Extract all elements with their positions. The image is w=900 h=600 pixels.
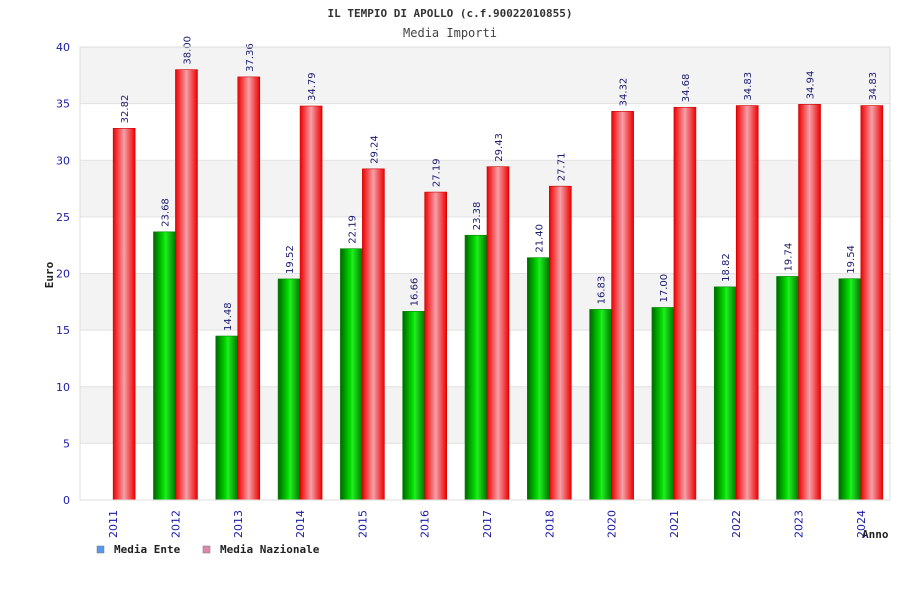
value-label-media-ente-2013: 14.48: [223, 302, 234, 331]
value-labels: 32.82 23.68 38.00 14.48 37.36 19.52 34.79 22.19…: [120, 36, 879, 331]
bar-media-ente-2017: [464, 234, 488, 501]
bar-media-ente-2015: [340, 248, 363, 501]
plot-band: [80, 160, 890, 217]
y-tick-label: 30: [56, 154, 70, 167]
x-tick-label-2014: 2014: [294, 510, 307, 538]
value-label-media-ente-2012: 23.68: [160, 198, 171, 227]
bar-media-nazionale-2012: [175, 69, 198, 501]
value-label-media-nazionale-2021: 34.68: [681, 74, 692, 103]
legend: Media Ente Media Nazionale: [96, 543, 320, 556]
x-tick-label-2022: 2022: [730, 510, 743, 538]
x-tick-label-2024: 2024: [855, 510, 868, 538]
value-label-media-ente-2021: 17.00: [659, 274, 670, 303]
bar-media-nazionale-2017: [486, 166, 510, 501]
y-axis-ticks: 0 5 10 15 20 25 30 35 40: [56, 41, 70, 507]
x-tick-label-2012: 2012: [169, 510, 182, 538]
bar-media-nazionale-2016: [424, 191, 447, 501]
value-label-media-nazionale-2017: 29.43: [494, 133, 505, 162]
value-label-media-nazionale-2018: 27.71: [556, 153, 567, 182]
bar-media-nazionale-2022: [735, 105, 759, 501]
value-label-media-nazionale-2012: 38.00: [182, 36, 193, 65]
value-label-media-ente-2024: 19.54: [846, 245, 857, 274]
x-tick-label-2016: 2016: [419, 510, 432, 538]
bar-media-ente-2023: [776, 276, 799, 501]
x-tick-label-2013: 2013: [232, 510, 245, 538]
value-label-media-ente-2016: 16.66: [410, 278, 421, 307]
plot-band: [80, 47, 890, 104]
y-tick-label: 15: [56, 324, 70, 337]
x-tick-label-2021: 2021: [668, 510, 681, 538]
value-label-media-nazionale-2013: 37.36: [245, 43, 256, 72]
y-tick-label: 10: [56, 381, 70, 394]
plot-border: [79, 46, 891, 501]
x-tick-label-2020: 2020: [606, 510, 619, 538]
y-tick-label: 35: [56, 98, 70, 111]
value-label-media-nazionale-2011: 32.82: [120, 95, 131, 124]
value-label-media-ente-2015: 22.19: [347, 215, 358, 244]
bar-media-nazionale-2023: [798, 104, 821, 501]
x-axis-label: Anno: [862, 528, 889, 541]
x-tick-label-2023: 2023: [793, 510, 806, 538]
y-tick-label: 0: [63, 494, 70, 507]
bar-media-nazionale-2011: [112, 128, 136, 501]
x-tick-label-2011: 2011: [107, 510, 120, 538]
bar-media-ente-2018: [527, 257, 550, 501]
value-label-media-ente-2017: 23.38: [472, 202, 483, 231]
bar-media-nazionale-2013: [237, 76, 261, 501]
value-label-media-ente-2018: 21.40: [534, 224, 545, 253]
bar-media-ente-2021: [651, 307, 675, 501]
bar-media-nazionale-2021: [673, 106, 697, 501]
value-label-media-ente-2023: 19.74: [784, 243, 795, 272]
bar-media-nazionale-2020: [611, 111, 634, 501]
bar-media-ente-2022: [713, 286, 737, 501]
value-label-media-nazionale-2014: 34.79: [307, 72, 318, 101]
y-axis-label: Euro: [43, 261, 56, 288]
bar-media-nazionale-2015: [362, 168, 385, 501]
y-tick-label: 25: [56, 211, 70, 224]
x-tick-label-2018: 2018: [543, 510, 556, 538]
bar-media-ente-2012: [153, 231, 176, 501]
legend-swatch-media-nazionale: [202, 545, 211, 554]
bar-media-ente-2024: [838, 278, 862, 501]
value-label-media-nazionale-2023: 34.94: [806, 71, 817, 100]
x-axis-ticks: 2011 2012 2013 2014 2015 2016 2017 2018 2020 2021…: [107, 510, 868, 538]
x-tick-label-2015: 2015: [356, 510, 369, 538]
value-label-media-ente-2014: 19.52: [285, 245, 296, 274]
legend-label-media-nazionale: Media Nazionale: [220, 543, 320, 556]
y-tick-label: 5: [63, 437, 70, 450]
bar-media-ente-2014: [277, 278, 301, 501]
plot-band: [80, 103, 890, 161]
value-label-media-nazionale-2015: 29.24: [369, 135, 380, 164]
chart-title: IL TEMPIO DI APOLLO (c.f.90022010855): [327, 7, 572, 20]
bar-media-ente-2020: [589, 309, 612, 501]
legend-label-media-ente: Media Ente: [114, 543, 181, 556]
bar-media-nazionale-2024: [860, 105, 884, 501]
bar-media-nazionale-2018: [549, 185, 572, 501]
value-label-media-nazionale-2020: 34.32: [619, 78, 630, 107]
bar-media-ente-2013: [215, 335, 239, 501]
y-tick-label: 40: [56, 41, 70, 54]
x-tick-label-2017: 2017: [481, 510, 494, 538]
y-tick-label: 20: [56, 268, 70, 281]
value-label-media-nazionale-2016: 27.19: [432, 158, 443, 187]
bars-group: [112, 69, 884, 501]
value-label-media-ente-2022: 18.82: [721, 253, 732, 282]
legend-swatch-media-ente: [96, 545, 105, 554]
value-label-media-nazionale-2024: 34.83: [868, 72, 879, 101]
chart-subtitle: Media Importi: [403, 26, 497, 40]
value-label-media-nazionale-2022: 34.83: [743, 72, 754, 101]
value-label-media-ente-2020: 16.83: [597, 276, 608, 305]
bar-media-ente-2016: [402, 311, 425, 501]
bar-media-nazionale-2014: [299, 105, 323, 501]
